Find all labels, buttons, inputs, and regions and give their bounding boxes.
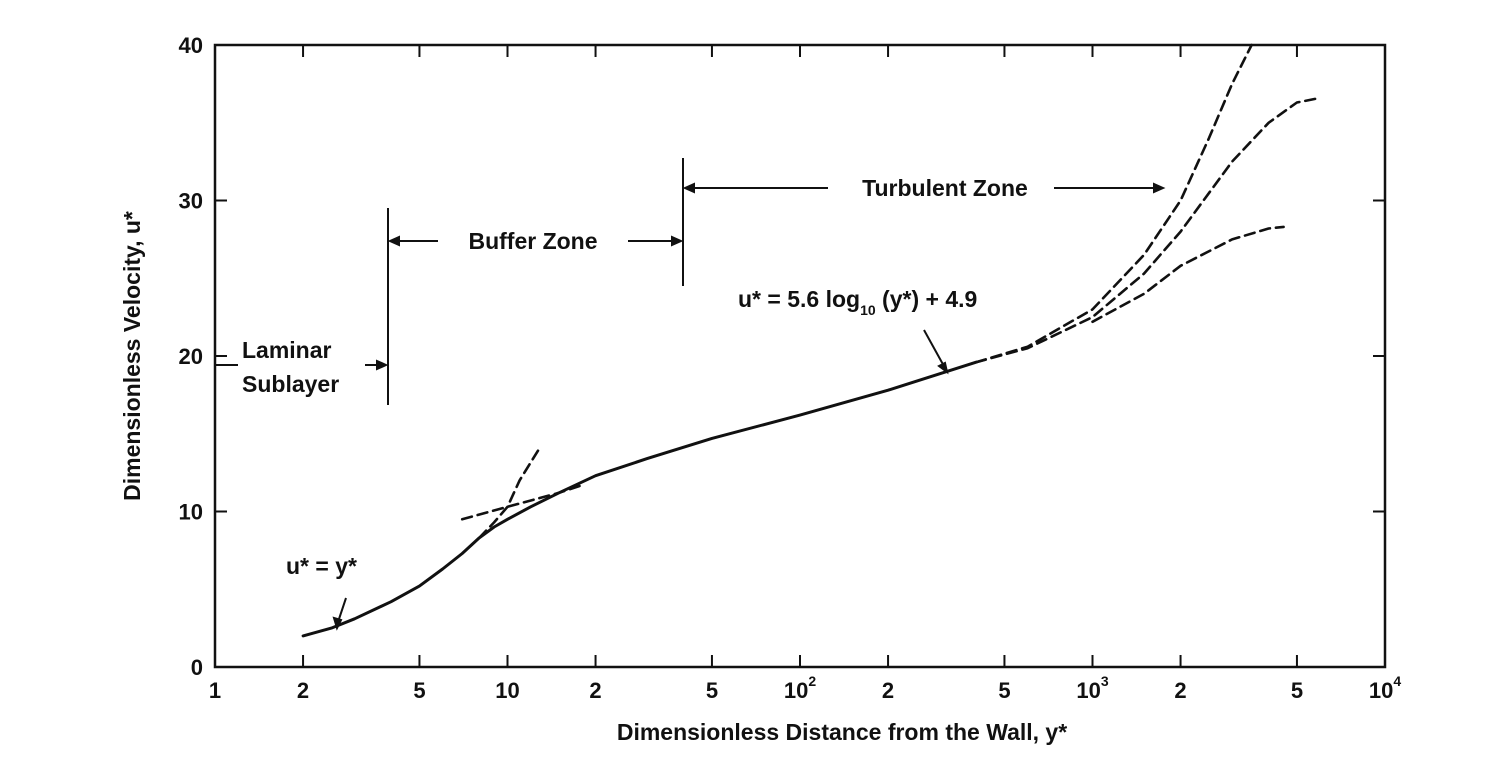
x-tick-label-12: 104 — [1369, 673, 1401, 703]
y-tick-labels: 0 10 20 30 40 — [179, 33, 203, 680]
x-tick-label-7: 2 — [882, 678, 894, 703]
x-axis-title: Dimensionless Distance from the Wall, y* — [617, 719, 1067, 745]
zone-markers — [216, 158, 1166, 631]
y-tick-label-3: 30 — [179, 189, 203, 214]
x-tick-label-8: 5 — [998, 678, 1010, 703]
buffer-arrowhead-left — [387, 235, 400, 247]
series-line-4 — [974, 96, 1322, 364]
x-tick-label-0: 1 — [209, 678, 221, 703]
y-axis-title: Dimensionless Velocity, u* — [119, 211, 145, 501]
buffer-zone-label: Buffer Zone — [468, 228, 597, 254]
y-tick-label-2: 20 — [179, 344, 203, 369]
x-tick-label-5: 5 — [706, 678, 718, 703]
x-tick-label-4: 2 — [589, 678, 601, 703]
x-tick-label-3: 10 — [495, 678, 519, 703]
y-tick-label-0: 0 — [191, 655, 203, 680]
buffer-arrowhead-right — [671, 235, 684, 247]
series-line-2 — [477, 444, 543, 540]
series-group — [301, 43, 1322, 638]
x-tick-label-1: 2 — [297, 678, 309, 703]
laminar-arrowhead — [376, 359, 389, 371]
turbulent-arrowhead-right — [1153, 182, 1166, 194]
equation-laminar: u* = y* — [286, 553, 357, 579]
tick-marks — [214, 44, 1386, 668]
eq2-pointer — [923, 329, 946, 369]
equation-log-law-subscript: 10 — [860, 302, 876, 318]
series-line-0 — [301, 360, 978, 638]
x-tick-label-6: 102 — [784, 673, 816, 703]
equation-log-law-tail: (y*) + 4.9 — [876, 286, 978, 312]
x-tick-label-9: 103 — [1076, 673, 1108, 703]
turbulent-arrowhead-left — [682, 182, 695, 194]
equation-log-law: u* = 5.6 log10 (y*) + 4.9 — [738, 286, 977, 318]
eq1-pointer-head — [332, 616, 343, 631]
x-tick-labels: 1 2 5 10 2 5 102 2 5 103 2 5 104 — [209, 673, 1401, 703]
equation-log-law-main: u* = 5.6 log — [738, 286, 860, 312]
y-tick-label-1: 10 — [179, 500, 203, 525]
series-line-1 — [460, 483, 584, 521]
series-line-5 — [1091, 225, 1285, 324]
laminar-label-line2: Sublayer — [242, 371, 339, 397]
x-tick-label-2: 5 — [413, 678, 425, 703]
series-line-3 — [974, 43, 1253, 364]
y-tick-label-4: 40 — [179, 33, 203, 58]
laminar-label-line1: Laminar — [242, 337, 332, 363]
turbulent-zone-label: Turbulent Zone — [862, 175, 1028, 201]
x-tick-label-11: 5 — [1291, 678, 1303, 703]
eq2-pointer-head — [937, 361, 949, 375]
x-tick-label-10: 2 — [1174, 678, 1186, 703]
